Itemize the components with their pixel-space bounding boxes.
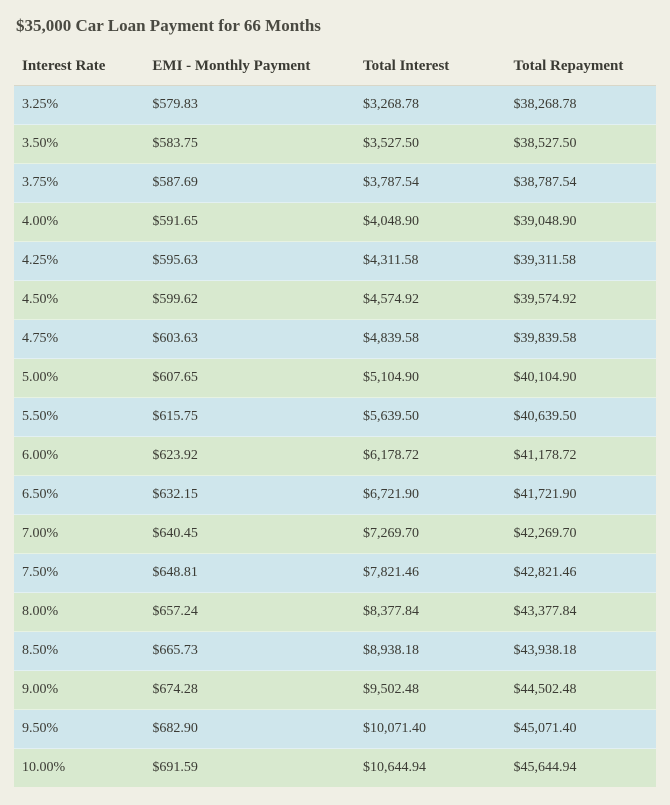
cell-repay: $38,268.78 — [506, 86, 656, 125]
cell-interest: $3,527.50 — [355, 125, 505, 164]
cell-repay: $39,574.92 — [506, 281, 656, 320]
cell-interest: $8,377.84 — [355, 593, 505, 632]
cell-interest: $8,938.18 — [355, 632, 505, 671]
cell-repay: $41,721.90 — [506, 476, 656, 515]
table-row: 10.00%$691.59$10,644.94$45,644.94 — [14, 749, 656, 788]
cell-emi: $595.63 — [144, 242, 355, 281]
table-row: 4.25%$595.63$4,311.58$39,311.58 — [14, 242, 656, 281]
cell-interest: $10,644.94 — [355, 749, 505, 788]
cell-emi: $674.28 — [144, 671, 355, 710]
cell-rate: 4.75% — [14, 320, 144, 359]
cell-emi: $657.24 — [144, 593, 355, 632]
cell-rate: 6.00% — [14, 437, 144, 476]
table-row: 9.50%$682.90$10,071.40$45,071.40 — [14, 710, 656, 749]
cell-emi: $691.59 — [144, 749, 355, 788]
cell-rate: 8.50% — [14, 632, 144, 671]
cell-interest: $7,821.46 — [355, 554, 505, 593]
cell-interest: $5,104.90 — [355, 359, 505, 398]
cell-repay: $45,644.94 — [506, 749, 656, 788]
table-header-row: Interest Rate EMI - Monthly Payment Tota… — [14, 48, 656, 86]
cell-emi: $583.75 — [144, 125, 355, 164]
loan-table-container: $35,000 Car Loan Payment for 66 Months I… — [0, 0, 670, 805]
cell-rate: 4.50% — [14, 281, 144, 320]
cell-rate: 5.00% — [14, 359, 144, 398]
cell-repay: $42,821.46 — [506, 554, 656, 593]
cell-repay: $44,502.48 — [506, 671, 656, 710]
cell-rate: 5.50% — [14, 398, 144, 437]
cell-interest: $10,071.40 — [355, 710, 505, 749]
cell-interest: $9,502.48 — [355, 671, 505, 710]
table-row: 5.50%$615.75$5,639.50$40,639.50 — [14, 398, 656, 437]
cell-rate: 9.50% — [14, 710, 144, 749]
table-body: 3.25%$579.83$3,268.78$38,268.783.50%$583… — [14, 86, 656, 788]
table-row: 6.00%$623.92$6,178.72$41,178.72 — [14, 437, 656, 476]
cell-emi: $632.15 — [144, 476, 355, 515]
table-row: 6.50%$632.15$6,721.90$41,721.90 — [14, 476, 656, 515]
cell-interest: $4,311.58 — [355, 242, 505, 281]
cell-repay: $38,787.54 — [506, 164, 656, 203]
cell-repay: $39,048.90 — [506, 203, 656, 242]
cell-emi: $640.45 — [144, 515, 355, 554]
cell-rate: 7.50% — [14, 554, 144, 593]
cell-interest: $3,787.54 — [355, 164, 505, 203]
cell-repay: $41,178.72 — [506, 437, 656, 476]
cell-emi: $648.81 — [144, 554, 355, 593]
table-row: 9.00%$674.28$9,502.48$44,502.48 — [14, 671, 656, 710]
col-interest-rate: Interest Rate — [14, 48, 144, 86]
table-row: 7.00%$640.45$7,269.70$42,269.70 — [14, 515, 656, 554]
cell-repay: $39,839.58 — [506, 320, 656, 359]
cell-rate: 7.00% — [14, 515, 144, 554]
cell-emi: $587.69 — [144, 164, 355, 203]
cell-repay: $42,269.70 — [506, 515, 656, 554]
cell-rate: 4.00% — [14, 203, 144, 242]
cell-rate: 3.75% — [14, 164, 144, 203]
cell-repay: $43,938.18 — [506, 632, 656, 671]
cell-repay: $38,527.50 — [506, 125, 656, 164]
cell-rate: 3.25% — [14, 86, 144, 125]
cell-interest: $4,048.90 — [355, 203, 505, 242]
cell-interest: $4,574.92 — [355, 281, 505, 320]
cell-emi: $623.92 — [144, 437, 355, 476]
cell-interest: $6,178.72 — [355, 437, 505, 476]
cell-rate: 8.00% — [14, 593, 144, 632]
cell-emi: $682.90 — [144, 710, 355, 749]
table-row: 8.00%$657.24$8,377.84$43,377.84 — [14, 593, 656, 632]
cell-emi: $665.73 — [144, 632, 355, 671]
cell-repay: $45,071.40 — [506, 710, 656, 749]
cell-repay: $40,104.90 — [506, 359, 656, 398]
cell-rate: 9.00% — [14, 671, 144, 710]
col-emi: EMI - Monthly Payment — [144, 48, 355, 86]
cell-interest: $7,269.70 — [355, 515, 505, 554]
table-row: 4.50%$599.62$4,574.92$39,574.92 — [14, 281, 656, 320]
col-total-repayment: Total Repayment — [506, 48, 656, 86]
cell-repay: $43,377.84 — [506, 593, 656, 632]
table-row: 4.00%$591.65$4,048.90$39,048.90 — [14, 203, 656, 242]
table-row: 3.50%$583.75$3,527.50$38,527.50 — [14, 125, 656, 164]
table-row: 7.50%$648.81$7,821.46$42,821.46 — [14, 554, 656, 593]
table-row: 5.00%$607.65$5,104.90$40,104.90 — [14, 359, 656, 398]
table-row: 4.75%$603.63$4,839.58$39,839.58 — [14, 320, 656, 359]
table-row: 8.50%$665.73$8,938.18$43,938.18 — [14, 632, 656, 671]
table-row: 3.75%$587.69$3,787.54$38,787.54 — [14, 164, 656, 203]
cell-emi: $579.83 — [144, 86, 355, 125]
cell-emi: $607.65 — [144, 359, 355, 398]
cell-repay: $40,639.50 — [506, 398, 656, 437]
cell-interest: $4,839.58 — [355, 320, 505, 359]
cell-rate: 4.25% — [14, 242, 144, 281]
cell-rate: 3.50% — [14, 125, 144, 164]
table-row: 3.25%$579.83$3,268.78$38,268.78 — [14, 86, 656, 125]
cell-rate: 10.00% — [14, 749, 144, 788]
cell-emi: $603.63 — [144, 320, 355, 359]
col-total-interest: Total Interest — [355, 48, 505, 86]
loan-table: Interest Rate EMI - Monthly Payment Tota… — [14, 48, 656, 787]
cell-emi: $615.75 — [144, 398, 355, 437]
cell-interest: $3,268.78 — [355, 86, 505, 125]
cell-emi: $591.65 — [144, 203, 355, 242]
cell-emi: $599.62 — [144, 281, 355, 320]
cell-rate: 6.50% — [14, 476, 144, 515]
cell-interest: $6,721.90 — [355, 476, 505, 515]
cell-interest: $5,639.50 — [355, 398, 505, 437]
page-title: $35,000 Car Loan Payment for 66 Months — [14, 12, 656, 48]
cell-repay: $39,311.58 — [506, 242, 656, 281]
